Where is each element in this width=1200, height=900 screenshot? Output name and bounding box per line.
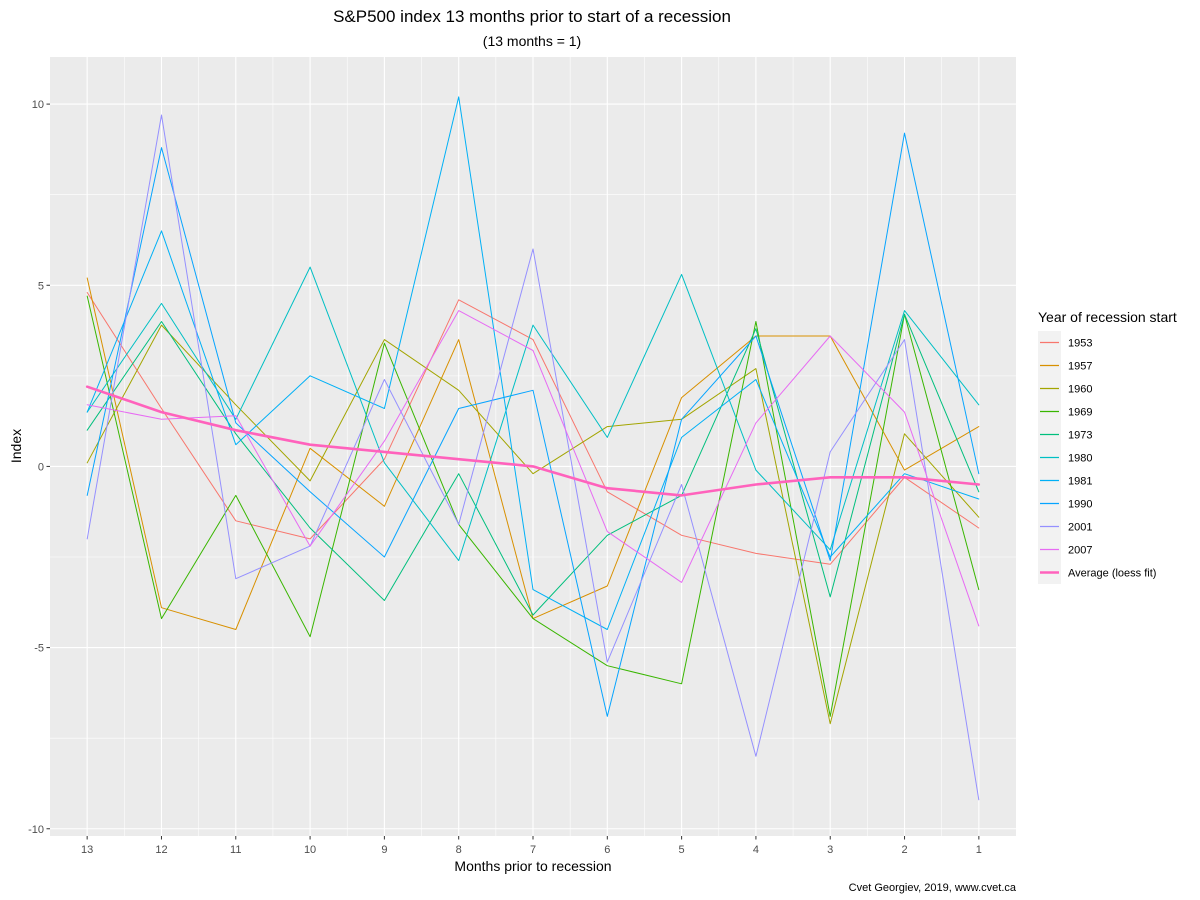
legend-label: 1981 xyxy=(1068,476,1092,488)
y-tick-label: 0 xyxy=(38,461,44,473)
x-axis-title: Months prior to recession xyxy=(454,858,611,874)
x-tick-label: 8 xyxy=(456,844,462,856)
chart-subtitle: (13 months = 1) xyxy=(483,33,581,49)
series-line-1960 xyxy=(86,324,980,725)
series-line-2007 xyxy=(86,310,980,627)
legend-label: 2001 xyxy=(1068,522,1092,534)
x-tick-label: 12 xyxy=(155,844,167,856)
x-tick-label: 11 xyxy=(230,844,241,856)
y-axis-title: Index xyxy=(8,429,24,463)
x-tick-label: 5 xyxy=(679,844,685,856)
y-tick-label: -10 xyxy=(28,824,44,836)
x-tick-label: 7 xyxy=(530,844,536,856)
x-tick-label: 13 xyxy=(81,844,93,856)
legend-label: Average (loess fit) xyxy=(1068,568,1156,580)
legend-label: 1953 xyxy=(1068,338,1092,350)
y-tick-label: 5 xyxy=(38,280,44,292)
legend-label: 1973 xyxy=(1068,430,1092,442)
y-tick-label: -5 xyxy=(34,643,44,655)
legend-label: 1969 xyxy=(1068,407,1092,419)
legend-label: 1957 xyxy=(1068,361,1092,373)
series-line-1969 xyxy=(86,295,980,717)
chart-title: S&P500 index 13 months prior to start of… xyxy=(333,7,731,26)
series-line-1981 xyxy=(86,96,980,630)
series-lines xyxy=(85,96,981,801)
series-line-1990 xyxy=(86,132,980,717)
series-line-1953 xyxy=(86,292,980,565)
series-line-1980 xyxy=(86,266,980,562)
legend-title: Year of recession start xyxy=(1038,309,1177,325)
x-tick-label: 2 xyxy=(901,844,907,856)
x-tick-label: 9 xyxy=(381,844,387,856)
y-tick-label: 10 xyxy=(32,99,44,111)
legend: Year of recession start 1953 1957 1960 1969… xyxy=(1038,309,1177,584)
legend-label: 1990 xyxy=(1068,499,1092,511)
caption: Cvet Georgiev, 2019, www.cvet.ca xyxy=(849,882,1017,894)
legend-label: 1980 xyxy=(1068,453,1092,465)
y-axis: -10 -5 0 5 10 xyxy=(28,99,50,836)
series-line-1973 xyxy=(86,313,980,616)
x-axis: 13 12 11 10 9 8 7 6 5 4 3 2 1 xyxy=(81,836,982,856)
x-tick-label: 10 xyxy=(304,844,316,856)
legend-label: 2007 xyxy=(1068,545,1092,557)
x-tick-label: 6 xyxy=(604,844,610,856)
x-tick-label: 4 xyxy=(753,844,759,856)
grid-major xyxy=(50,57,1016,836)
series-line-2001 xyxy=(86,114,980,801)
x-tick-label: 3 xyxy=(827,844,833,856)
x-tick-label: 1 xyxy=(976,844,982,856)
legend-label: 1960 xyxy=(1068,384,1092,396)
series-line-average-loess-fit xyxy=(85,385,981,497)
